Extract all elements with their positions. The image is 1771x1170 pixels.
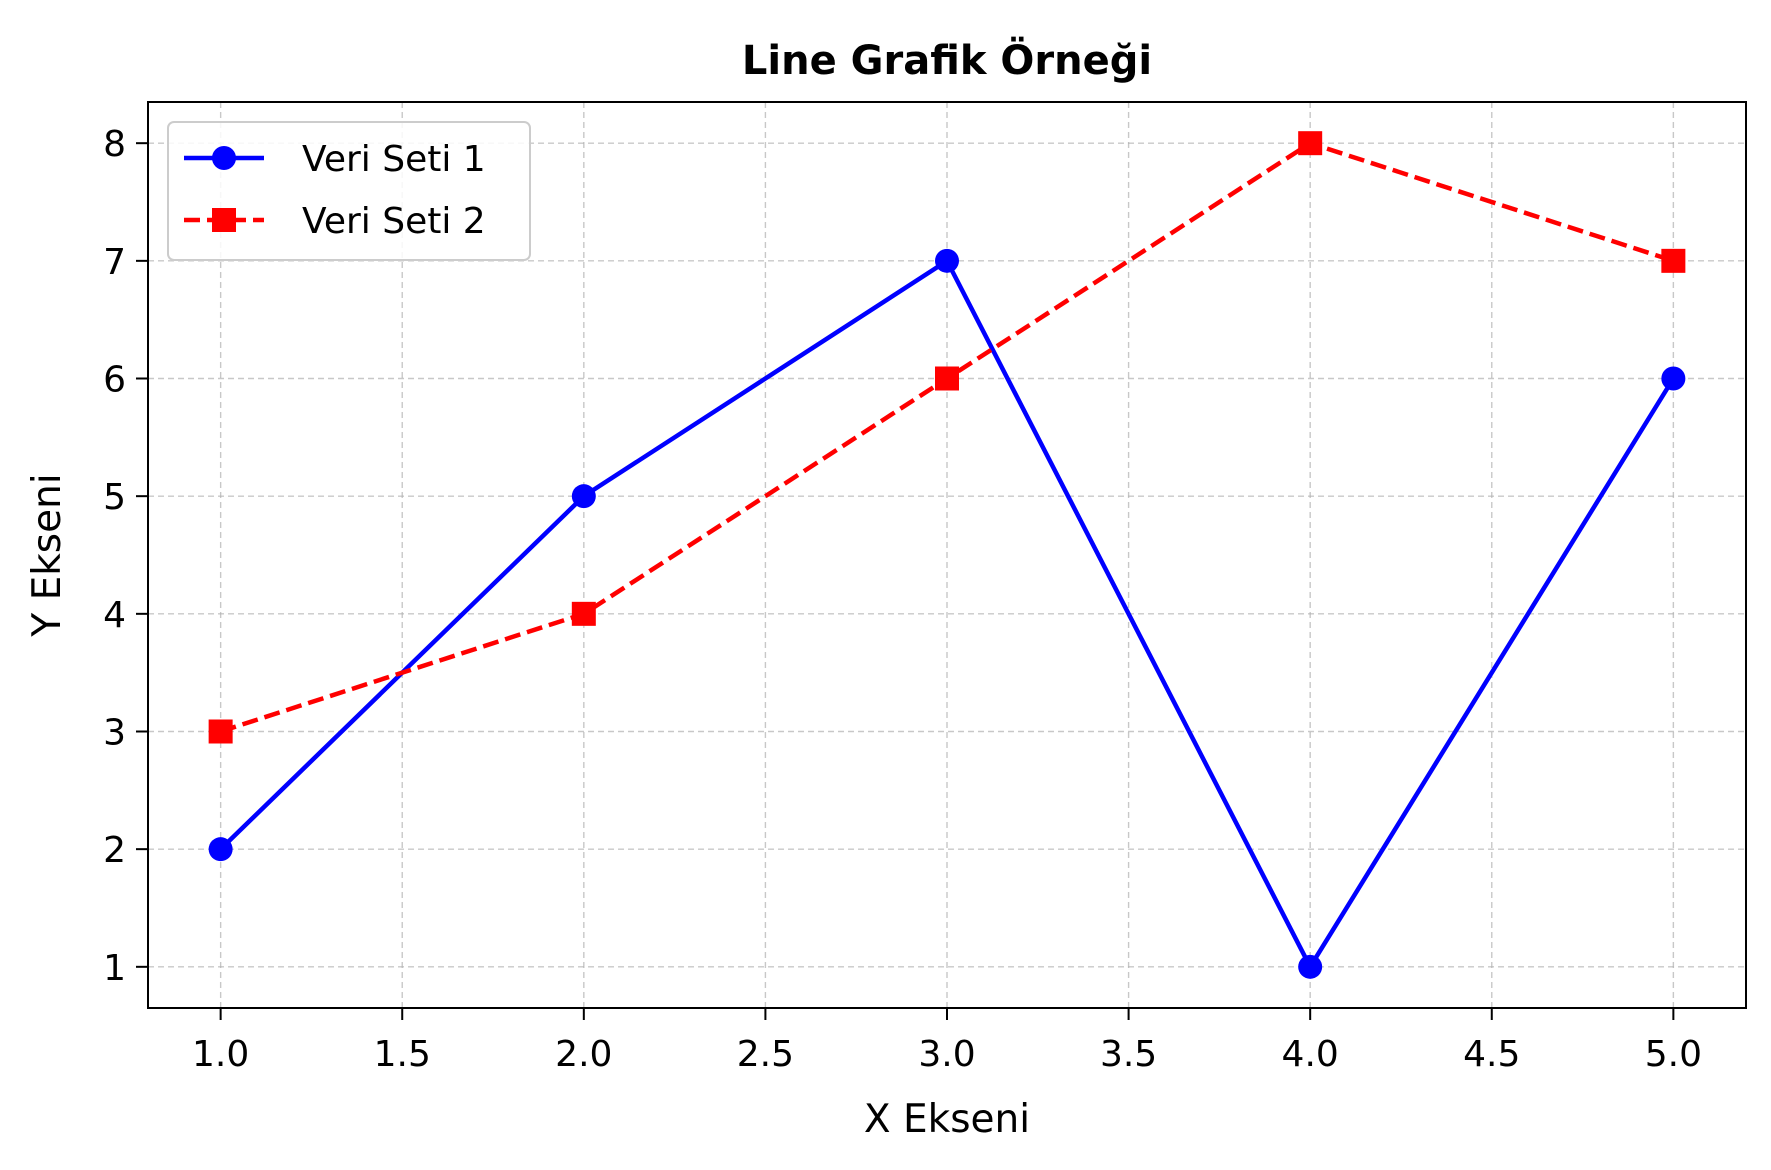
x-tick-label: 3.0	[918, 1034, 975, 1075]
x-tick-label: 5.0	[1645, 1034, 1702, 1075]
series-1-point	[1298, 954, 1323, 979]
series-1-point	[935, 248, 959, 273]
y-tick-label: 3	[103, 712, 126, 753]
legend-label-2: Veri Seti 2	[302, 201, 486, 242]
x-tick-label: 4.0	[1282, 1034, 1339, 1075]
series-2-point	[1298, 131, 1323, 156]
series-2-point	[935, 366, 959, 391]
y-axis-label: Y Ekseni	[25, 473, 70, 637]
x-axis-label: X Ekseni	[864, 1097, 1030, 1142]
y-tick-label: 2	[103, 830, 126, 871]
y-tick-label: 6	[103, 360, 126, 401]
y-tick-label: 4	[103, 595, 126, 636]
series-1-point	[1661, 366, 1686, 391]
series-1-point	[208, 837, 233, 862]
series-1-point	[571, 484, 596, 509]
x-tick-label: 2.5	[737, 1034, 794, 1075]
legend: Veri Seti 1 Veri Seti 2	[167, 121, 531, 261]
x-tick-label: 2.0	[555, 1034, 612, 1075]
x-tick-label: 3.5	[1100, 1034, 1157, 1075]
x-tick-label: 1.5	[374, 1034, 431, 1075]
series-2-point	[1661, 248, 1686, 273]
series-2-point	[208, 719, 233, 744]
legend-label-1: Veri Seti 1	[302, 139, 486, 180]
y-tick-label: 5	[103, 477, 126, 518]
ticks-layer: 1.0 1.5 2.0 2.5 3.0 3.5 4.0 4.5 5.0 1 2 3 4 5 6 7 8	[103, 124, 1702, 1075]
y-tick-label: 7	[103, 242, 126, 283]
y-tick-label: 1	[103, 948, 126, 989]
x-tick-label: 1.0	[192, 1034, 249, 1075]
legend-marker-1	[212, 146, 236, 170]
x-tick-label: 4.5	[1463, 1034, 1520, 1075]
series-2-point	[571, 601, 596, 626]
series-layer	[208, 131, 1686, 979]
chart-title: Line Grafik Örneği	[742, 36, 1152, 84]
y-tick-label: 8	[103, 124, 126, 165]
legend-marker-2	[212, 208, 236, 232]
